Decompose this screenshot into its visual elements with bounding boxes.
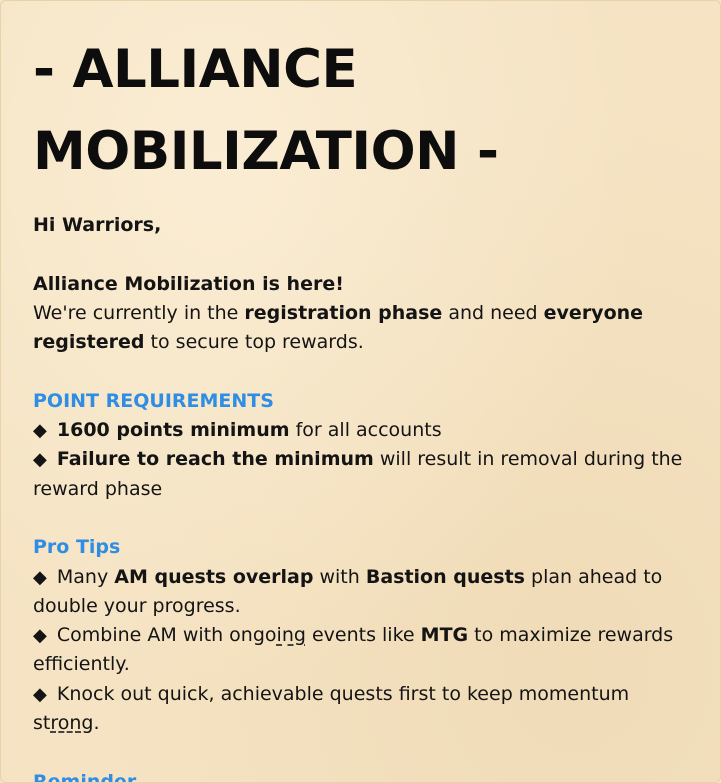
diamond-bullet-icon: ◆ — [33, 625, 47, 647]
intro-headline: Alliance Mobilization is here! — [33, 272, 344, 295]
tip-item: ◆ Many AM quests overlap with Bastion qu… — [33, 565, 663, 617]
requirement-item: ◆ 1600 points minimum for all accounts — [33, 419, 442, 442]
title-line-2: MOBILIZATION - — [33, 121, 499, 182]
reminder-heading: Reminder — [33, 770, 137, 783]
diamond-bullet-icon: ◆ — [33, 449, 47, 471]
point-requirements-heading: POINT REQUIREMENTS — [33, 389, 274, 412]
tip-item: ◆ Knock out quick, achievable quests fir… — [33, 682, 630, 735]
diamond-bullet-icon: ◆ — [33, 566, 47, 588]
greeting: Hi Warriors, — [33, 214, 162, 236]
requirement-item: ◆ Failure to reach the minimum will resu… — [33, 448, 683, 500]
announcement-content: - ALLIANCE MOBILIZATION - Hi Warriors, A… — [33, 29, 693, 783]
title-line-1: - ALLIANCE — [33, 39, 358, 100]
intro-text: We're currently in the registration phas… — [33, 301, 644, 354]
pro-tips-heading: Pro Tips — [33, 536, 121, 559]
diamond-bullet-icon: ◆ — [33, 683, 47, 705]
tip-item: ◆ Combine AM with ongoing events like MT… — [33, 624, 674, 676]
diamond-bullet-icon: ◆ — [33, 420, 47, 442]
